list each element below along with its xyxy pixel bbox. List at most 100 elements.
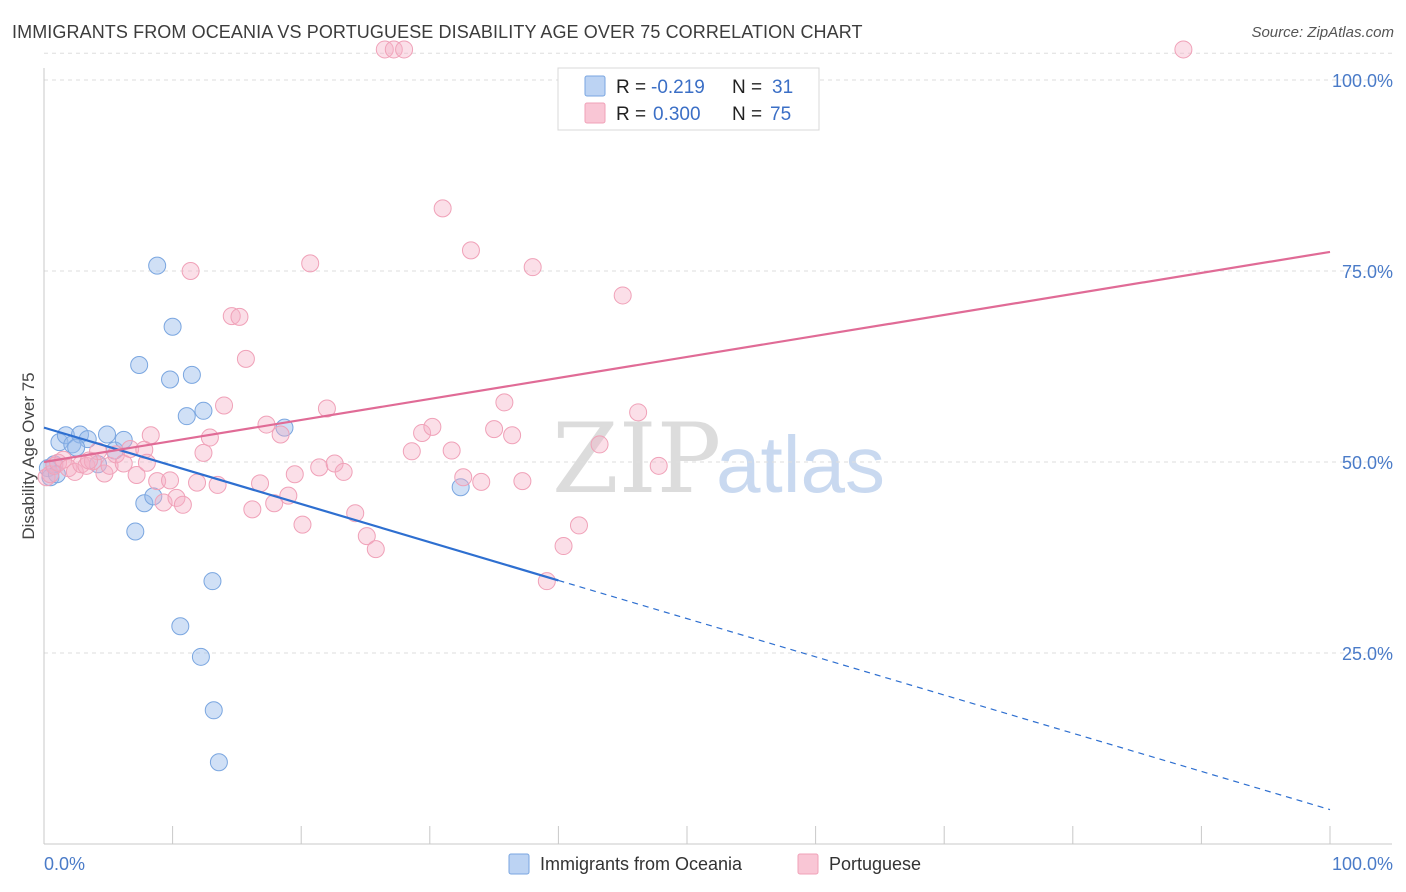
portuguese-trend-line [43, 250, 1331, 464]
portuguese-point [395, 40, 414, 59]
portuguese-point [127, 465, 146, 484]
portuguese-point [537, 572, 556, 591]
oceania-point [130, 355, 149, 374]
legend-n-value-portuguese: 75 [770, 104, 791, 125]
portuguese-point [513, 472, 532, 491]
portuguese-point [1174, 40, 1193, 59]
chart-source: Source: ZipAtlas.com [1251, 24, 1394, 41]
portuguese-point [285, 465, 304, 484]
portuguese-point [301, 254, 320, 273]
portuguese-point [357, 527, 376, 546]
oceania-point [204, 701, 223, 720]
portuguese-point [569, 516, 588, 535]
portuguese-point [613, 286, 632, 305]
portuguese-point [454, 468, 473, 487]
axes: 25.0% 50.0% 75.0% 100.0% 0.0% 100.0% [43, 68, 1393, 874]
portuguese-point [442, 441, 461, 460]
bottom-legend-label-oceania: Immigrants from Oceania [540, 854, 743, 874]
portuguese-point [423, 417, 442, 436]
portuguese-point [293, 515, 312, 534]
y-tick-label: 75.0% [1342, 262, 1393, 282]
legend-r-label-oceania: R = [616, 77, 646, 98]
portuguese-point [472, 472, 491, 491]
oceania-trend-line [43, 426, 559, 582]
portuguese-point [200, 428, 219, 447]
portuguese-points [37, 40, 1193, 591]
portuguese-point [271, 425, 290, 444]
portuguese-point [433, 199, 452, 218]
portuguese-point [188, 473, 207, 492]
oceania-point [144, 487, 163, 506]
portuguese-point [375, 40, 394, 59]
oceania-point [182, 365, 201, 384]
portuguese-point [230, 307, 249, 326]
portuguese-point [346, 504, 365, 523]
portuguese-point [310, 458, 329, 477]
legend: R = -0.219 N = 31 R = 0.300 N = 75 [557, 67, 820, 131]
portuguese-point [503, 426, 522, 445]
portuguese-point [554, 537, 573, 556]
oceania-point [209, 753, 228, 772]
oceania-point [126, 522, 145, 541]
portuguese-point [243, 500, 262, 519]
trend-lines [43, 250, 1331, 811]
oceania-point [171, 617, 190, 636]
portuguese-point [485, 420, 504, 439]
portuguese-point [317, 399, 336, 418]
y-tick-label: 100.0% [1332, 71, 1393, 91]
legend-swatch-oceania [584, 75, 606, 97]
portuguese-point [222, 307, 241, 326]
portuguese-point [65, 462, 84, 481]
portuguese-point [77, 456, 96, 475]
y-tick-label: 25.0% [1342, 644, 1393, 664]
portuguese-point [366, 540, 385, 559]
portuguese-point [148, 472, 167, 491]
portuguese-point [161, 471, 180, 490]
watermark: ZIP atlas [552, 403, 885, 515]
portuguese-point [181, 262, 200, 280]
portuguese-point [523, 258, 542, 277]
x-tick-label: 0.0% [44, 854, 85, 874]
oceania-point [194, 401, 213, 420]
bottom-legend: Immigrants from Oceania Portuguese [508, 853, 921, 875]
bottom-legend-label-portuguese: Portuguese [829, 854, 921, 874]
portuguese-point [590, 435, 609, 454]
portuguese-point [461, 241, 480, 260]
watermark-zip: ZIP [552, 403, 721, 515]
bottom-legend-swatch-portuguese [797, 853, 819, 875]
portuguese-point [141, 426, 160, 445]
oceania-point [161, 370, 180, 389]
portuguese-point [265, 494, 284, 513]
oceania-point [67, 438, 86, 457]
portuguese-point [236, 349, 255, 368]
watermark-atlas: atlas [716, 420, 885, 509]
oceania-point [177, 407, 196, 426]
chart-title: IMMIGRANTS FROM OCEANIA VS PORTUGUESE DI… [12, 22, 863, 42]
legend-n-label-oceania: N = [732, 77, 762, 98]
portuguese-point [100, 456, 119, 475]
portuguese-point [194, 443, 213, 462]
y-axis-label: Disability Age Over 75 [19, 372, 38, 539]
portuguese-point [215, 396, 234, 415]
oceania-point [135, 494, 154, 513]
portuguese-point [334, 462, 353, 481]
legend-r-value-portuguese: 0.300 [653, 104, 701, 125]
legend-n-label-portuguese: N = [732, 104, 762, 125]
portuguese-point [384, 40, 403, 59]
portuguese-point [413, 423, 432, 442]
legend-r-value-oceania: -0.219 [651, 77, 705, 98]
portuguese-point [173, 495, 192, 514]
y-tick-label: 50.0% [1342, 453, 1393, 473]
oceania-point [98, 425, 117, 444]
legend-n-value-oceania: 31 [772, 77, 793, 98]
oceania-point [191, 647, 210, 666]
portuguese-point [495, 393, 514, 412]
oceania-trend-extension [558, 579, 1331, 811]
x-tick-label: 100.0% [1332, 854, 1393, 874]
oceania-point [163, 317, 182, 336]
legend-swatch-portuguese [584, 102, 606, 124]
oceania-point [148, 256, 167, 275]
legend-r-label-portuguese: R = [616, 104, 646, 125]
portuguese-point [402, 442, 421, 461]
